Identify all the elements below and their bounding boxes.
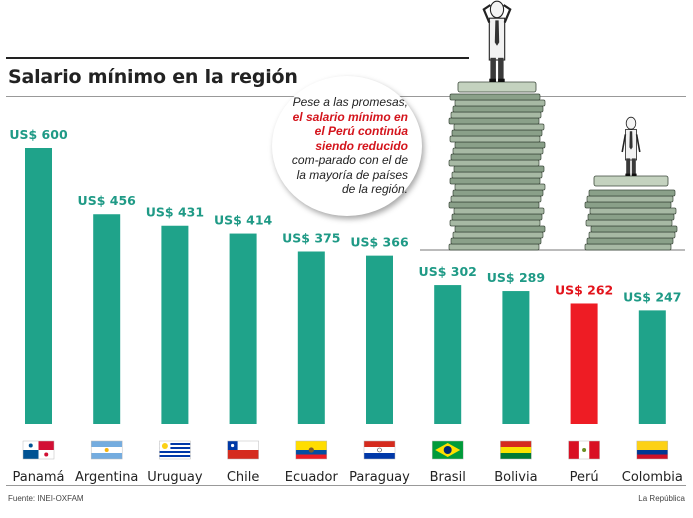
category-label-paraguay: Paraguay bbox=[349, 470, 410, 485]
category-label-colombia: Colombia bbox=[622, 470, 683, 485]
category-label-uruguay: Uruguay bbox=[147, 470, 203, 485]
bar-chile bbox=[229, 233, 257, 424]
publisher-credit: La República bbox=[638, 494, 685, 503]
ecuador-flag-icon bbox=[295, 440, 328, 460]
value-label-brasil: US$ 302 bbox=[419, 264, 477, 279]
value-label-chile: US$ 414 bbox=[214, 213, 273, 228]
value-label-uruguay: US$ 431 bbox=[146, 205, 204, 220]
category-label-chile: Chile bbox=[227, 470, 260, 485]
category-label-panama: Panamá bbox=[12, 470, 64, 485]
peru-flag-icon bbox=[568, 440, 600, 460]
callout-text: Pese a las promesas, el salario mínimo e… bbox=[286, 95, 408, 197]
category-label-brasil: Brasil bbox=[430, 470, 466, 485]
bar-colombia bbox=[638, 310, 666, 424]
chart-title: Salario mínimo en la región bbox=[8, 66, 298, 88]
category-label-ecuador: Ecuador bbox=[285, 470, 339, 485]
paraguay-flag-icon bbox=[363, 440, 396, 460]
chile-flag-icon bbox=[227, 440, 259, 460]
value-label-colombia: US$ 247 bbox=[623, 289, 681, 304]
value-label-panama: US$ 600 bbox=[9, 127, 68, 142]
bar-panama bbox=[25, 148, 52, 424]
panama-flag-icon bbox=[22, 440, 55, 460]
footer-divider bbox=[6, 485, 686, 486]
category-label-argentina: Argentina bbox=[75, 470, 138, 485]
category-label-bolivia: Bolivia bbox=[494, 470, 537, 485]
money-stacks-with-men-icon bbox=[420, 0, 685, 251]
bars-group: US$ 600 Panamá US$ 456 Argentina US$ 431 Urug… bbox=[9, 127, 682, 485]
value-label-paraguay: US$ 366 bbox=[350, 235, 409, 250]
bolivia-flag-icon bbox=[500, 440, 532, 460]
value-label-peru: US$ 262 bbox=[555, 282, 613, 297]
value-label-ecuador: US$ 375 bbox=[282, 231, 340, 246]
bar-argentina bbox=[93, 214, 121, 424]
category-label-peru: Perú bbox=[570, 470, 599, 485]
source-note: Fuente: INEI-OXFAM bbox=[8, 494, 84, 503]
brazil-flag-icon bbox=[431, 440, 464, 460]
bar-peru bbox=[570, 303, 598, 424]
bar-paraguay bbox=[366, 255, 393, 424]
value-label-bolivia: US$ 289 bbox=[487, 270, 545, 285]
bar-uruguay bbox=[161, 225, 189, 424]
argentina-flag-icon bbox=[90, 440, 123, 460]
bar-ecuador bbox=[297, 251, 325, 424]
bar-bolivia bbox=[502, 291, 530, 424]
title-rule bbox=[6, 57, 469, 59]
callout-line1: Pese a las promesas, bbox=[292, 95, 408, 110]
bar-brasil bbox=[434, 285, 462, 424]
value-label-argentina: US$ 456 bbox=[78, 193, 137, 208]
colombia-flag-icon bbox=[636, 440, 669, 460]
callout-line2: com-parado con el de la mayoría de paíse… bbox=[291, 153, 408, 197]
uruguay-flag-icon bbox=[159, 440, 191, 460]
callout-highlight: el salario mínimo en el Perú continúa si… bbox=[292, 109, 408, 153]
callout-bubble: Pese a las promesas, el salario mínimo e… bbox=[272, 76, 422, 216]
